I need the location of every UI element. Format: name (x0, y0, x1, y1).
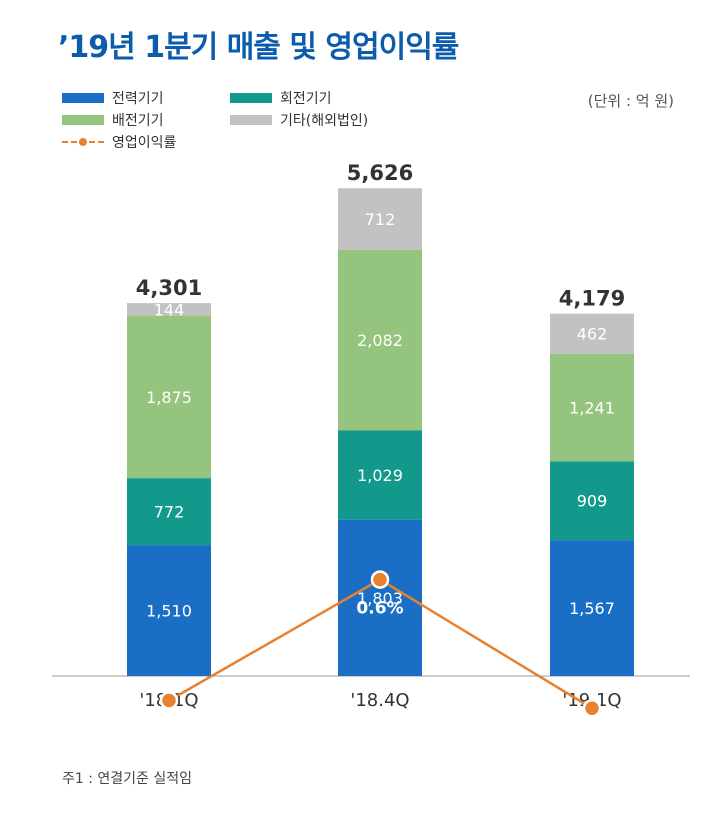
bar-total-label: 4,301 (136, 276, 202, 300)
bar-segment (127, 315, 211, 479)
bar-value-label: 2,082 (357, 331, 403, 350)
margin-value-label: -7.2% (142, 720, 196, 740)
bar-segment (550, 461, 634, 541)
legend-label-distribution: 배전기기 (112, 113, 164, 129)
bar-segment (550, 353, 634, 462)
legend-item-margin: 영업이익률 (62, 132, 176, 152)
bar-segment (550, 313, 634, 354)
bar-segment (127, 478, 211, 546)
bar-value-label: 1,803 (357, 589, 403, 608)
margin-point (370, 570, 390, 589)
margin-value-label: -7.7% (565, 727, 619, 747)
bar-value-label: 909 (577, 492, 608, 511)
bar-value-label: 1,567 (569, 599, 615, 618)
legend-item-distribution: 배전기기 (62, 110, 164, 130)
legend-label-other: 기타(해외법인) (280, 113, 369, 129)
legend-swatch-rotating (230, 93, 272, 103)
unit-label: (단위 : 억 원) (587, 92, 674, 110)
bar-segment (338, 188, 422, 250)
x-tick-label: '18.4Q (350, 690, 409, 711)
legend-label-power: 전력기기 (112, 91, 164, 107)
legend-label-margin: 영업이익률 (112, 135, 177, 151)
legend-item-rotating: 회전기기 (230, 88, 332, 108)
bar-segment (127, 303, 211, 316)
margin-value-label: 0.6% (356, 599, 403, 619)
bar-value-label: 1,510 (146, 602, 192, 621)
bar-segment (338, 249, 422, 431)
bar-value-label: 1,875 (146, 388, 192, 407)
margin-point (582, 699, 602, 718)
bar-segment (550, 540, 634, 676)
bar-value-label: 712 (365, 210, 396, 229)
bar-total-label: 4,179 (559, 287, 625, 311)
chart-title: ’19년 1분기 매출 및 영업이익률 (58, 30, 459, 65)
bar-value-label: 1,241 (569, 399, 615, 418)
legend-label-rotating: 회전기기 (280, 91, 332, 107)
legend-line-marker (62, 138, 104, 146)
bar-value-label: 1,029 (357, 466, 403, 485)
bar-value-label: 144 (154, 300, 185, 319)
stacked-bar-chart: 1,5107721,8751444,301'18.1Q1,8031,0292,0… (52, 161, 690, 747)
bar-segment (338, 430, 422, 520)
legend-item-power: 전력기기 (62, 88, 164, 108)
legend-swatch-distribution (62, 115, 104, 125)
legend-swatch-power (62, 93, 104, 103)
legend-swatch-other (230, 115, 272, 125)
footnote: 주1 : 연결기준 실적임 (62, 771, 193, 787)
bar-value-label: 772 (154, 503, 185, 522)
bar-value-label: 462 (577, 325, 608, 344)
margin-point (159, 691, 179, 710)
bar-total-label: 5,626 (347, 161, 413, 185)
bar-segment (127, 545, 211, 676)
legend-item-other: 기타(해외법인) (230, 110, 368, 130)
